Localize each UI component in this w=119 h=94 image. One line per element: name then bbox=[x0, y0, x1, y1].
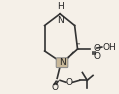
Text: H: H bbox=[57, 2, 63, 11]
Text: O: O bbox=[65, 78, 72, 87]
FancyBboxPatch shape bbox=[56, 58, 68, 68]
Text: O: O bbox=[52, 83, 59, 92]
Text: O: O bbox=[93, 44, 100, 53]
Text: ''': ''' bbox=[76, 43, 81, 48]
Text: O: O bbox=[93, 52, 100, 61]
Text: OH: OH bbox=[103, 43, 117, 52]
Text: N: N bbox=[57, 16, 63, 25]
Text: N: N bbox=[59, 58, 65, 67]
